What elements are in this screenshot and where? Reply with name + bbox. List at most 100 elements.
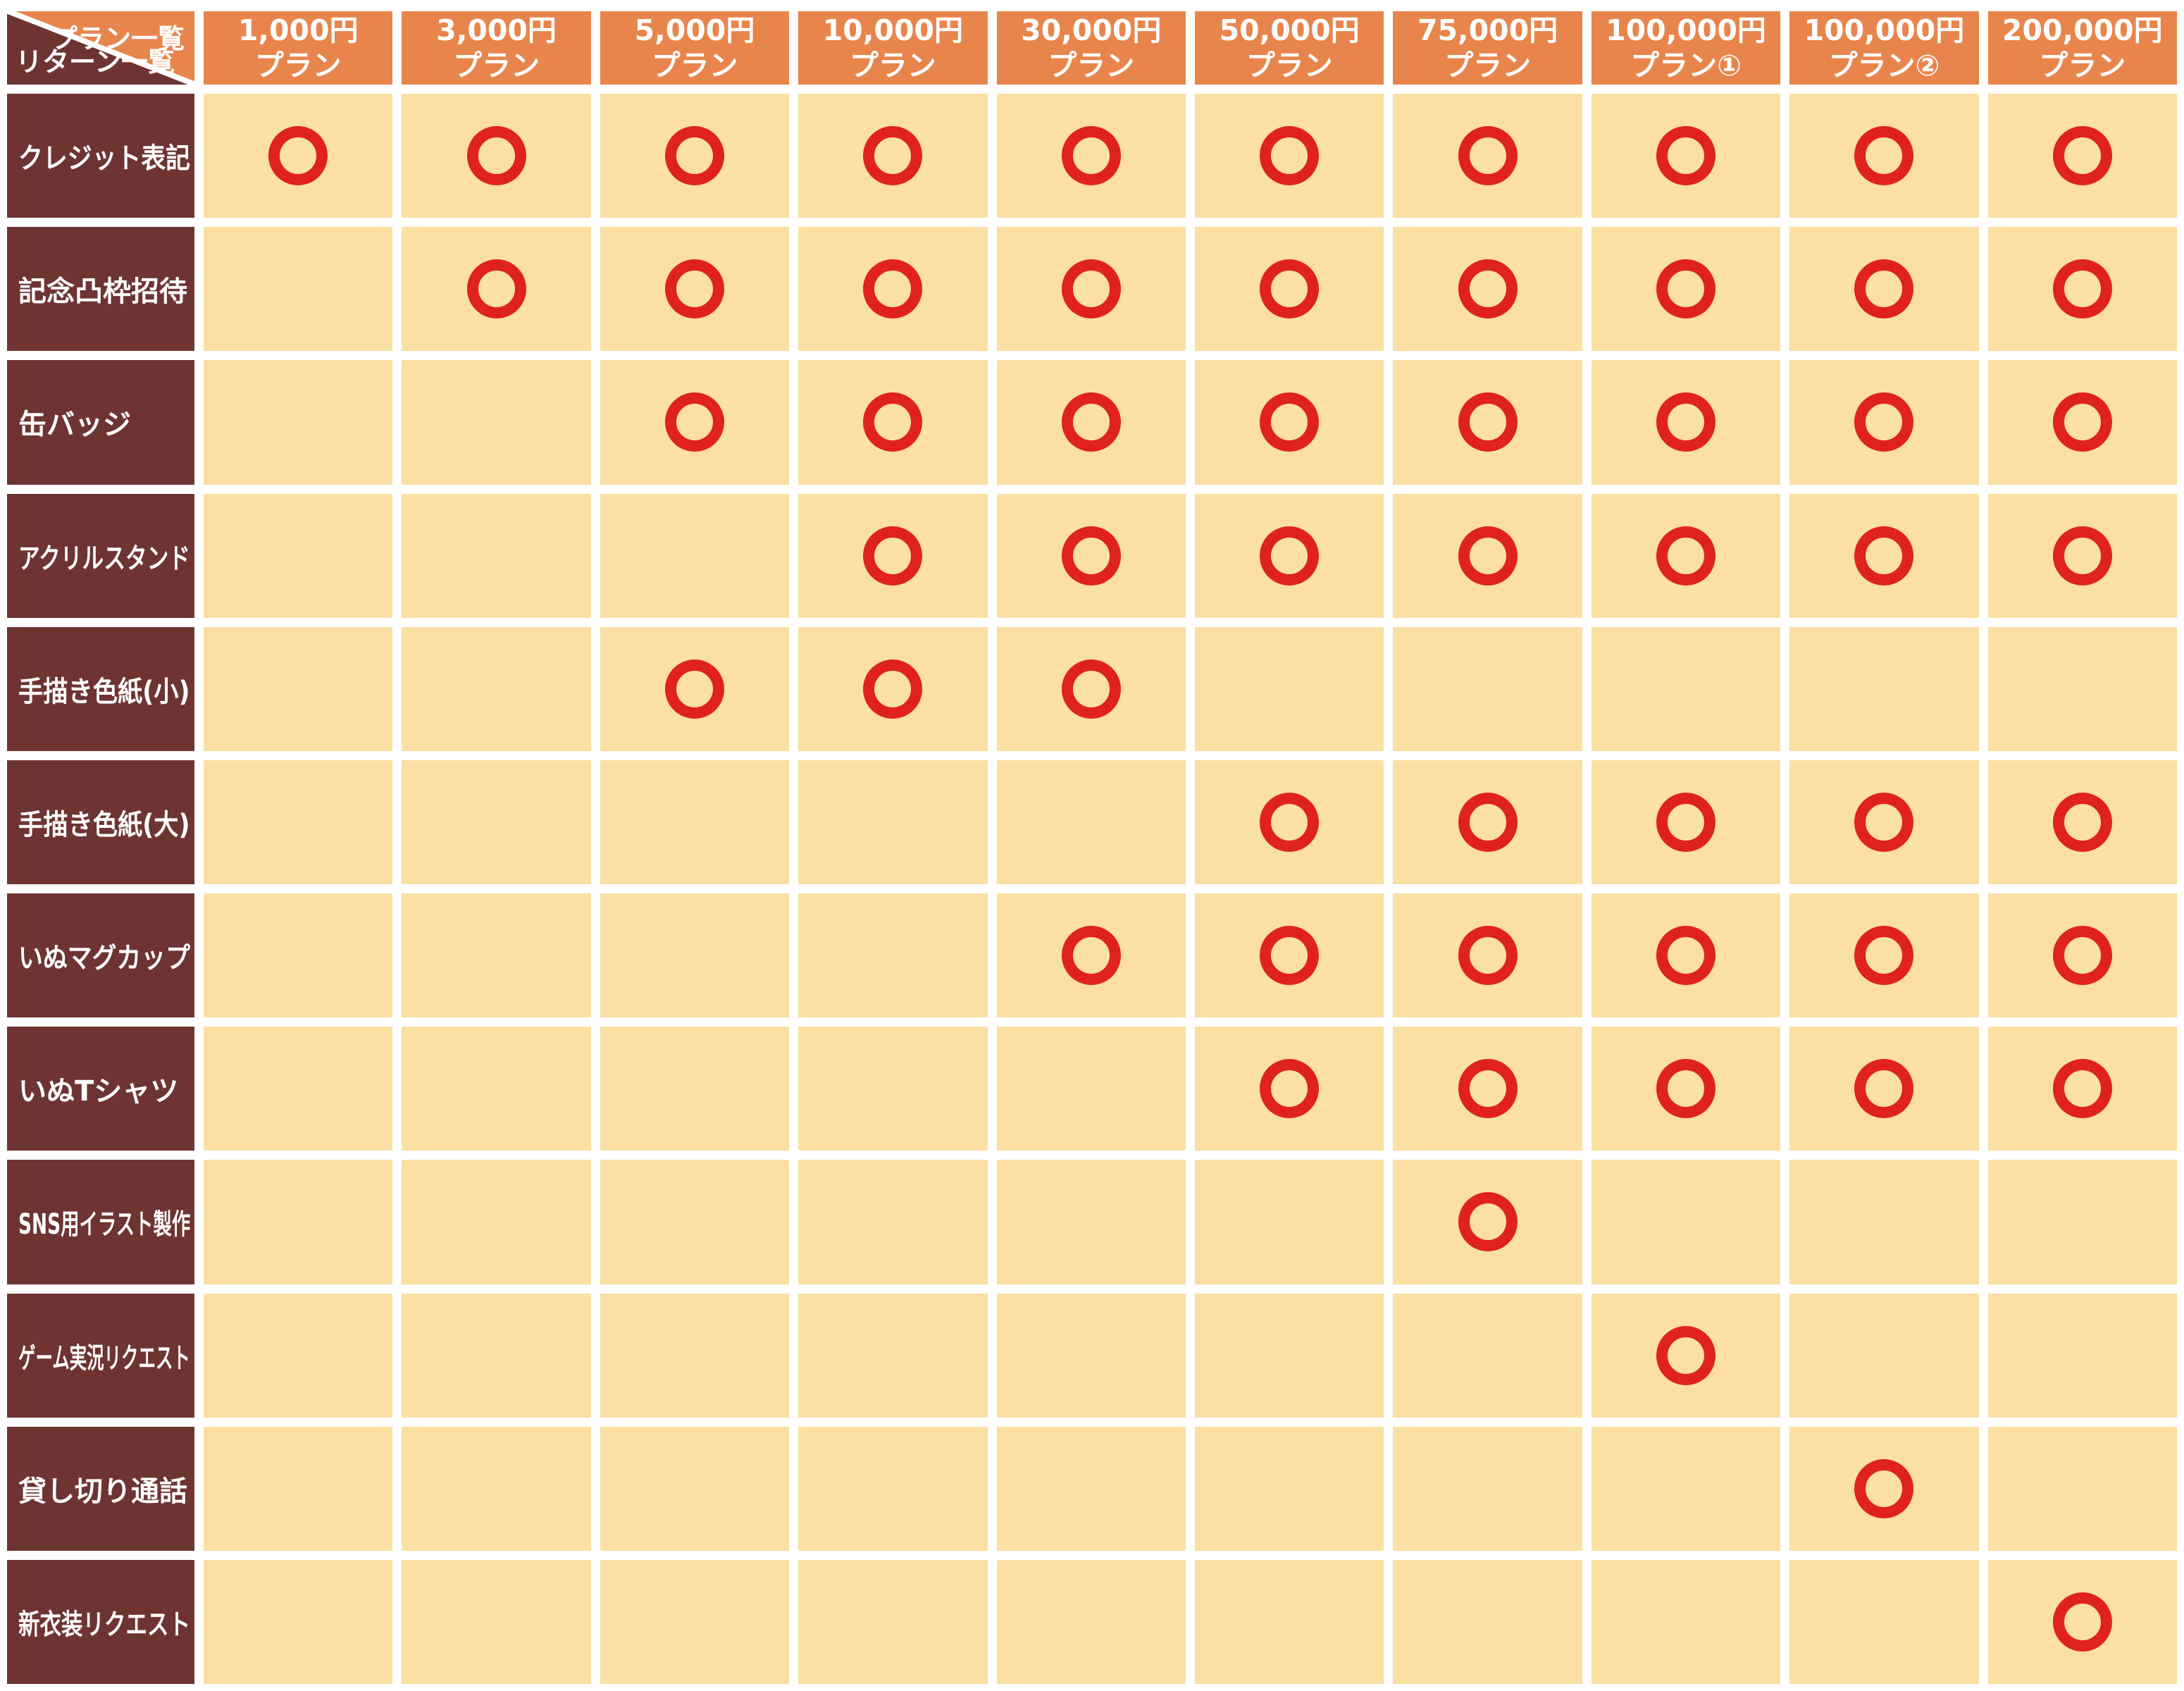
- matrix-cell-r9-c2: [402, 1160, 591, 1284]
- matrix-cell-r10-c5: [996, 1293, 1186, 1418]
- matrix-cell-r5-c8: [1591, 626, 1781, 751]
- return-row-label-4: アクリルスタンド: [7, 493, 194, 618]
- matrix-cell-r6-c3: [600, 760, 790, 884]
- matrix-cell-r1-c9: [1789, 94, 1979, 218]
- return-row-label-1: クレジット表記: [7, 94, 194, 218]
- matrix-cell-r7-c10: [1987, 893, 2177, 1018]
- included-circle-icon: [1458, 792, 1518, 852]
- included-circle-icon: [664, 659, 724, 719]
- matrix-cell-r3-c1: [204, 360, 393, 485]
- matrix-cell-r7-c7: [1393, 893, 1582, 1018]
- return-label-text: アクリルスタンド: [18, 542, 190, 575]
- matrix-cell-r8-c9: [1789, 1027, 1979, 1151]
- corner-returns-label: リターン一覧: [15, 47, 175, 78]
- matrix-cell-r4-c2: [402, 493, 591, 618]
- plan-price-label: 100,000円: [1804, 13, 1965, 47]
- return-row-label-6: 手描き色紙(大): [7, 760, 194, 884]
- matrix-cell-r3-c7: [1393, 360, 1582, 485]
- included-circle-icon: [1854, 792, 1914, 852]
- matrix-cell-r2-c7: [1393, 227, 1582, 352]
- included-circle-icon: [863, 659, 923, 719]
- matrix-cell-r1-c1: [204, 94, 393, 218]
- matrix-cell-r11-c2: [402, 1426, 591, 1551]
- matrix-cell-r8-c4: [798, 1027, 988, 1151]
- matrix-cell-r7-c4: [798, 893, 988, 1018]
- included-circle-icon: [1260, 1059, 1320, 1119]
- matrix-cell-r11-c5: [996, 1426, 1186, 1551]
- included-circle-icon: [1854, 1059, 1914, 1119]
- matrix-cell-r7-c1: [204, 893, 393, 1018]
- plan-suffix-label: プラン①: [1630, 49, 1742, 82]
- matrix-cell-r10-c1: [204, 1293, 393, 1418]
- included-circle-icon: [1061, 126, 1121, 186]
- matrix-cell-r3-c2: [402, 360, 591, 485]
- matrix-cell-r12-c9: [1789, 1559, 1979, 1684]
- plan-price-label: 10,000円: [822, 13, 963, 47]
- matrix-cell-r12-c1: [204, 1559, 393, 1684]
- matrix-cell-r7-c9: [1789, 893, 1979, 1018]
- matrix-cell-r12-c7: [1393, 1559, 1582, 1684]
- matrix-cell-r11-c8: [1591, 1426, 1781, 1551]
- matrix-cell-r1-c4: [798, 94, 988, 218]
- plan-column-header-1: 1,000円 プラン: [204, 11, 393, 85]
- return-row-label-2: 記念凸枠招待: [7, 227, 194, 352]
- matrix-cell-r6-c7: [1393, 760, 1582, 884]
- return-label-text: 新衣装リクエスト: [18, 1608, 190, 1641]
- return-label-text: SNS用イラスト製作: [18, 1208, 191, 1241]
- included-circle-icon: [1854, 392, 1914, 452]
- plan-column-header-5: 30,000円 プラン: [996, 11, 1186, 85]
- matrix-cell-r9-c7: [1393, 1160, 1582, 1284]
- matrix-cell-r11-c10: [1987, 1426, 2177, 1551]
- matrix-cell-r4-c9: [1789, 493, 1979, 618]
- matrix-cell-r8-c1: [204, 1027, 393, 1151]
- return-row-label-11: 貸し切り通話: [7, 1426, 194, 1551]
- matrix-cell-r5-c9: [1789, 626, 1979, 751]
- return-row-label-10: ゲーム実況リクエスト: [7, 1293, 194, 1418]
- included-circle-icon: [1061, 392, 1121, 452]
- matrix-cell-r3-c9: [1789, 360, 1979, 485]
- plan-suffix-label: プラン: [2039, 49, 2126, 82]
- return-label-text: いぬTシャツ: [18, 1075, 179, 1108]
- included-circle-icon: [2052, 392, 2112, 452]
- plan-column-header-8: 100,000円 プラン①: [1591, 11, 1781, 85]
- matrix-cell-r9-c4: [798, 1160, 988, 1284]
- plan-column-header-4: 10,000円 プラン: [798, 11, 988, 85]
- matrix-cell-r4-c1: [204, 493, 393, 618]
- matrix-cell-r6-c8: [1591, 760, 1781, 884]
- matrix-cell-r3-c5: [996, 360, 1186, 485]
- matrix-cell-r4-c10: [1987, 493, 2177, 618]
- matrix-cell-r9-c9: [1789, 1160, 1979, 1284]
- matrix-cell-r8-c10: [1987, 1027, 2177, 1151]
- included-circle-icon: [1458, 126, 1518, 186]
- matrix-cell-r2-c10: [1987, 227, 2177, 352]
- matrix-cell-r9-c1: [204, 1160, 393, 1284]
- matrix-cell-r11-c4: [798, 1426, 988, 1551]
- matrix-cell-r2-c8: [1591, 227, 1781, 352]
- included-circle-icon: [1260, 792, 1320, 852]
- matrix-cell-r12-c4: [798, 1559, 988, 1684]
- matrix-cell-r8-c2: [402, 1027, 591, 1151]
- plan-price-label: 1,000円: [237, 13, 359, 47]
- matrix-cell-r12-c5: [996, 1559, 1186, 1684]
- matrix-cell-r10-c9: [1789, 1293, 1979, 1418]
- included-circle-icon: [664, 392, 724, 452]
- included-circle-icon: [1458, 526, 1518, 586]
- return-row-label-5: 手描き色紙(小): [7, 626, 194, 751]
- included-circle-icon: [1656, 1059, 1715, 1119]
- matrix-cell-r2-c5: [996, 227, 1186, 352]
- plan-suffix-label: プラン: [1246, 49, 1333, 82]
- return-label-text: ゲーム実況リクエスト: [18, 1342, 190, 1375]
- matrix-cell-r10-c6: [1194, 1293, 1384, 1418]
- included-circle-icon: [1061, 926, 1121, 986]
- included-circle-icon: [1458, 392, 1518, 452]
- matrix-cell-r4-c5: [996, 493, 1186, 618]
- return-label-text: 記念凸枠招待: [18, 275, 187, 309]
- matrix-cell-r1-c8: [1591, 94, 1781, 218]
- included-circle-icon: [1260, 392, 1320, 452]
- matrix-cell-r5-c7: [1393, 626, 1582, 751]
- plan-suffix-label: プラン: [849, 49, 936, 82]
- matrix-cell-r6-c6: [1194, 760, 1384, 884]
- matrix-cell-r11-c1: [204, 1426, 393, 1551]
- included-circle-icon: [1656, 792, 1715, 852]
- matrix-cell-r2-c6: [1194, 227, 1384, 352]
